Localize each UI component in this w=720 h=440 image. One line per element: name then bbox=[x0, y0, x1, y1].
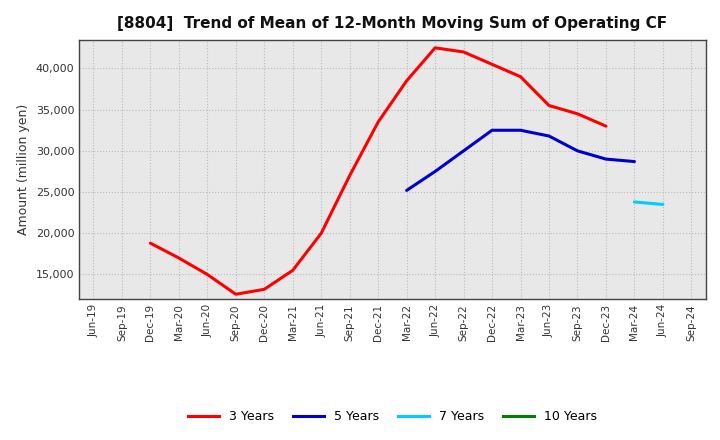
5 Years bbox=[516, 128, 525, 133]
Line: 5 Years: 5 Years bbox=[407, 130, 634, 191]
5 Years bbox=[431, 169, 439, 174]
Y-axis label: Amount (million yen): Amount (million yen) bbox=[17, 104, 30, 235]
3 Years bbox=[260, 287, 269, 292]
3 Years bbox=[516, 74, 525, 79]
7 Years bbox=[630, 199, 639, 205]
Legend: 3 Years, 5 Years, 7 Years, 10 Years: 3 Years, 5 Years, 7 Years, 10 Years bbox=[183, 405, 602, 428]
7 Years bbox=[659, 202, 667, 207]
3 Years bbox=[289, 268, 297, 273]
5 Years bbox=[602, 157, 611, 162]
3 Years bbox=[431, 45, 439, 51]
Title: [8804]  Trend of Mean of 12-Month Moving Sum of Operating CF: [8804] Trend of Mean of 12-Month Moving … bbox=[117, 16, 667, 32]
Line: 3 Years: 3 Years bbox=[150, 48, 606, 294]
3 Years bbox=[317, 231, 325, 236]
5 Years bbox=[402, 188, 411, 193]
3 Years bbox=[146, 241, 155, 246]
3 Years bbox=[459, 49, 468, 55]
3 Years bbox=[602, 124, 611, 129]
3 Years bbox=[346, 173, 354, 178]
3 Years bbox=[487, 62, 496, 67]
5 Years bbox=[573, 148, 582, 154]
5 Years bbox=[630, 159, 639, 164]
3 Years bbox=[402, 78, 411, 84]
3 Years bbox=[232, 292, 240, 297]
5 Years bbox=[487, 128, 496, 133]
3 Years bbox=[174, 255, 183, 260]
5 Years bbox=[459, 148, 468, 154]
3 Years bbox=[573, 111, 582, 117]
5 Years bbox=[545, 133, 554, 139]
3 Years bbox=[203, 272, 212, 277]
3 Years bbox=[545, 103, 554, 108]
Line: 7 Years: 7 Years bbox=[634, 202, 663, 205]
3 Years bbox=[374, 119, 382, 125]
